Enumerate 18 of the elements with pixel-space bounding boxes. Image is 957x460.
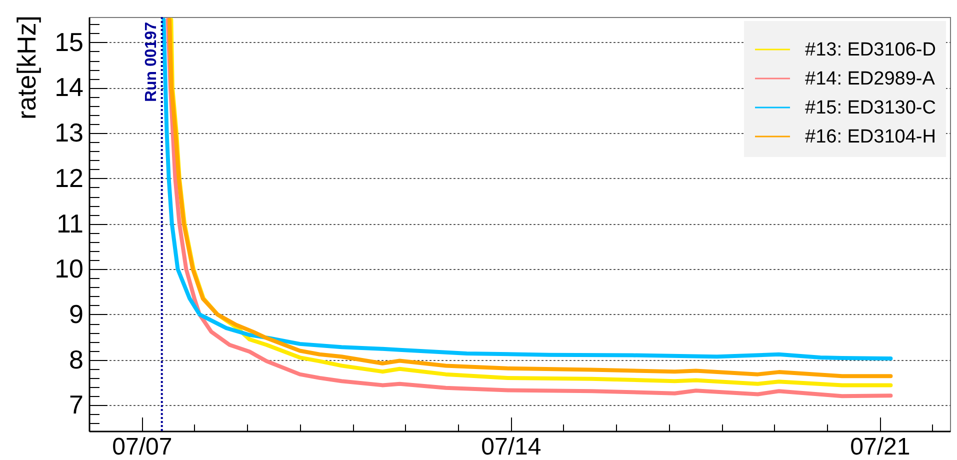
legend-label: #13: ED3106-D [805, 40, 936, 60]
y-tick-label: 10 [54, 254, 84, 284]
y-tick-label: 8 [69, 344, 84, 374]
x-tick-label: 07/07 [112, 434, 172, 460]
y-tick-label: 12 [54, 162, 84, 193]
legend-label: #15: ED3130-C [805, 98, 936, 118]
ref-line-label: Run 00197 [142, 22, 160, 102]
legend-label: #14: ED2989-A [805, 68, 936, 90]
y-tick-label: 15 [54, 26, 84, 57]
y-tick-label: 11 [56, 208, 84, 238]
legend-label: #16: ED3104-H [805, 126, 936, 148]
x-tick-label: 07/14 [481, 434, 542, 460]
y-tick-label: 13 [54, 118, 84, 148]
x-tick-label: 07/21 [850, 434, 910, 460]
y-tick-label: 7 [69, 390, 84, 420]
y-tick-label: 9 [69, 298, 84, 329]
y-tick-label: 14 [54, 72, 84, 102]
y-axis-title: rate[kHz] [12, 16, 42, 120]
